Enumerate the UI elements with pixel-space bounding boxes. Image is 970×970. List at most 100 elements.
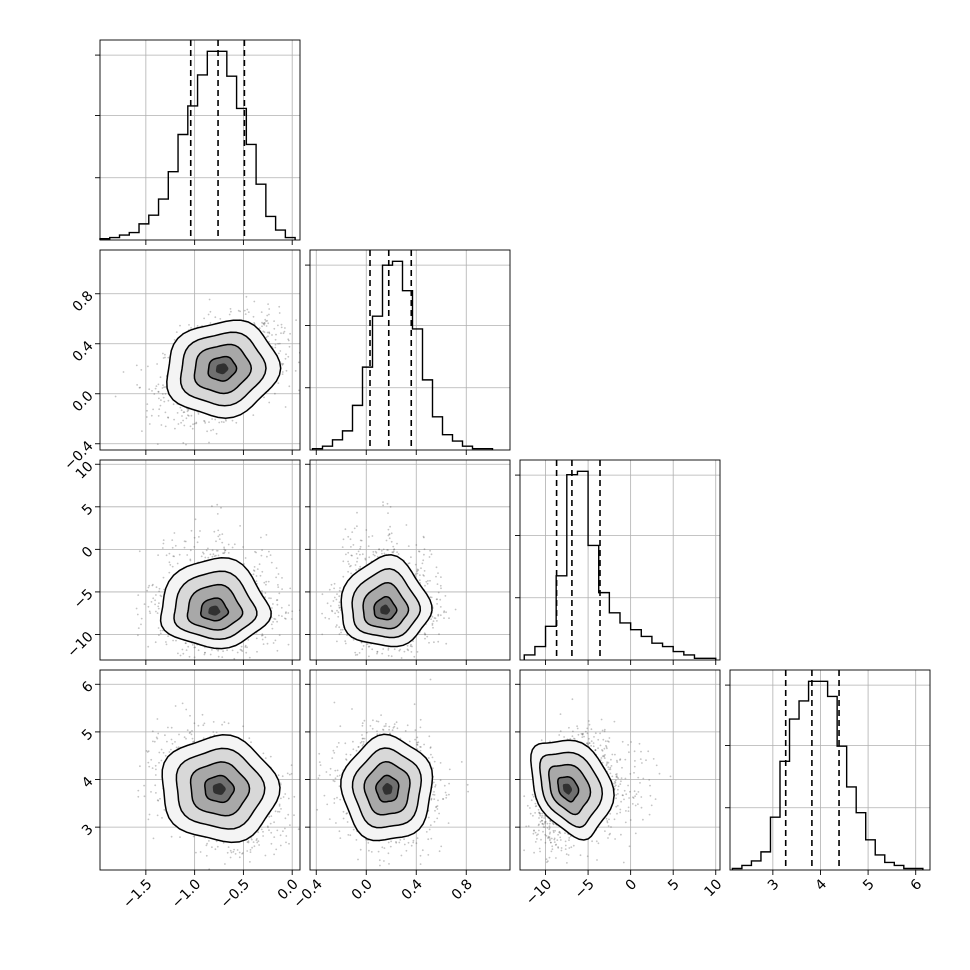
sample-point [213,530,216,533]
sample-point [345,553,347,556]
sample-point [207,313,210,316]
panel-frame [309,249,511,451]
sample-point [141,430,143,432]
sample-point [387,647,390,650]
sample-point [353,527,356,530]
sample-point [405,524,408,526]
sample-point [368,655,370,658]
sample-point [266,331,269,334]
sample-point [336,593,338,595]
sample-point [195,421,198,424]
sample-point [282,363,285,365]
sample-point [223,721,226,723]
sample-point [145,416,148,418]
sample-point [350,546,352,548]
sample-point [146,589,149,592]
sample-point [168,571,171,574]
sample-point [204,556,207,559]
sample-point [346,634,348,637]
sample-point [167,399,170,402]
sample-point [260,554,263,557]
sample-point [172,403,175,406]
sample-point [182,419,185,422]
sample-point [212,553,215,556]
sample-point [281,371,284,373]
sample-point [295,319,297,321]
sample-point [188,655,191,658]
sample-point [155,610,157,613]
sample-point [281,373,284,375]
sample-point [285,369,288,372]
sample-point [198,536,200,538]
sample-point [274,338,277,341]
sample-point [270,561,273,564]
sample-point [182,411,185,414]
sample-point [255,575,258,577]
sample-point [235,421,238,424]
sample-point [347,535,350,538]
sample-point [202,552,205,555]
sample-point [199,530,201,532]
sample-point [289,587,292,590]
sample-point [448,617,450,620]
sample-point [355,569,357,571]
sample-point [216,513,219,515]
contour-line [362,581,410,630]
sample-point [281,577,283,579]
sample-point [164,393,167,395]
sample-point [168,561,171,564]
sample-point [243,309,246,312]
sample-point [239,648,242,651]
sample-point [400,657,403,659]
sample-point [266,642,269,645]
sample-point [276,620,278,623]
sample-point [183,411,186,413]
sample-point [337,611,340,614]
sample-point [159,376,162,379]
sample-point [424,637,426,640]
sample-point [253,322,256,324]
sample-point [162,542,165,545]
sample-point [244,313,247,315]
sample-point [242,725,245,728]
sample-point [211,555,214,558]
sample-point [406,648,409,651]
sample-point [266,319,269,322]
sample-point [247,639,250,641]
sample-point [270,597,272,600]
sample-point [263,331,266,333]
sample-point [157,391,160,393]
sample-point [209,310,212,313]
sample-point [436,603,438,605]
sample-point [288,604,290,607]
contour-line [193,343,253,395]
contour-line [186,583,244,631]
sample-point [147,605,150,608]
sample-point [228,313,231,316]
sample-point [171,565,174,568]
sample-point [289,332,291,335]
sample-point [274,346,277,349]
sample-point [193,646,196,649]
sample-point [392,551,394,554]
sample-point [177,652,179,655]
sample-point [418,550,421,553]
sample-point [386,502,389,505]
sample-point [336,640,338,643]
sample-point [321,612,323,615]
sample-point [196,541,199,544]
sample-point [287,339,290,342]
sample-point [156,443,159,445]
sample-point [347,551,350,554]
sample-point [241,650,244,652]
sample-point [184,540,187,543]
sample-point [192,452,194,454]
sample-point [154,387,157,390]
sample-point [287,338,290,341]
sample-point [162,352,164,355]
sample-point [376,555,379,558]
sample-point [217,649,220,652]
panel-frame [729,669,931,871]
sample-point [326,602,329,605]
sample-point [244,644,247,647]
